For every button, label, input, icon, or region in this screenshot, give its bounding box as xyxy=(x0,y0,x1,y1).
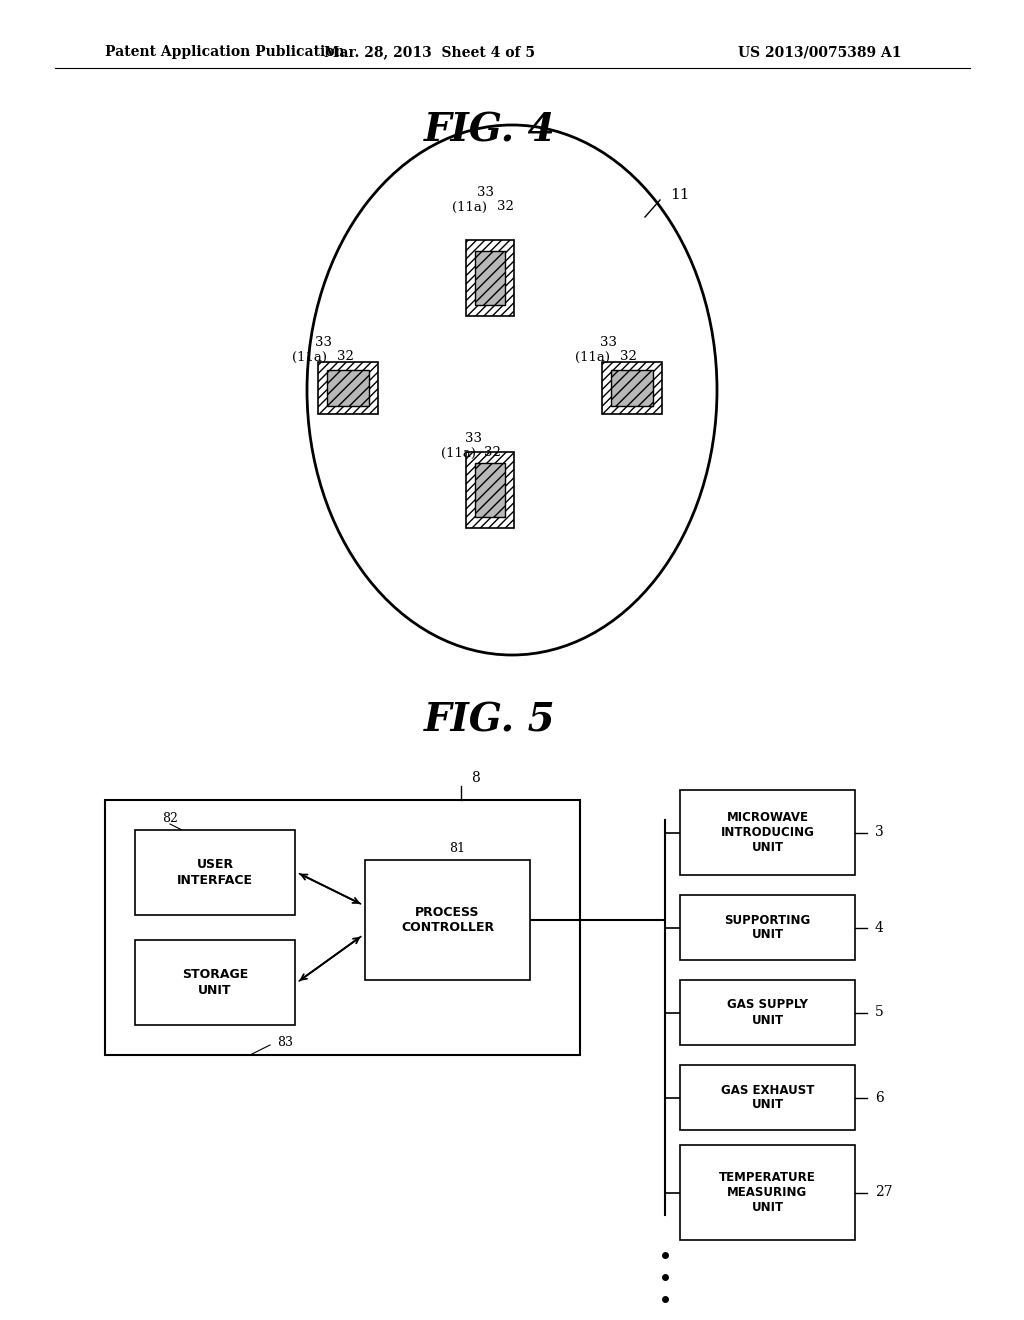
Bar xyxy=(365,861,530,979)
Bar xyxy=(327,370,369,407)
Text: USER
INTERFACE: USER INTERFACE xyxy=(177,858,253,887)
Text: 83: 83 xyxy=(278,1036,293,1049)
Bar xyxy=(475,251,505,305)
Text: 33: 33 xyxy=(600,335,617,348)
Bar xyxy=(611,370,653,407)
Text: 27: 27 xyxy=(874,1185,893,1200)
Text: STORAGE
UNIT: STORAGE UNIT xyxy=(182,969,248,997)
Text: (11a): (11a) xyxy=(575,351,610,363)
Bar xyxy=(680,1144,855,1239)
Text: FIG. 5: FIG. 5 xyxy=(424,701,556,739)
Text: 32: 32 xyxy=(497,201,514,214)
Text: US 2013/0075389 A1: US 2013/0075389 A1 xyxy=(738,45,902,59)
Bar xyxy=(327,370,369,407)
Bar xyxy=(680,1065,855,1130)
Text: 81: 81 xyxy=(450,842,466,854)
Text: 33: 33 xyxy=(315,335,332,348)
Bar xyxy=(475,463,505,517)
Text: 82: 82 xyxy=(162,812,178,825)
Bar xyxy=(611,370,653,407)
Bar xyxy=(680,789,855,875)
Text: 3: 3 xyxy=(874,825,884,840)
Text: (11a): (11a) xyxy=(292,351,327,363)
Text: Patent Application Publication: Patent Application Publication xyxy=(105,45,345,59)
Text: GAS SUPPLY
UNIT: GAS SUPPLY UNIT xyxy=(727,998,808,1027)
Bar xyxy=(466,240,514,315)
Text: 32: 32 xyxy=(620,351,637,363)
Text: 4: 4 xyxy=(874,920,884,935)
Text: GAS EXHAUST
UNIT: GAS EXHAUST UNIT xyxy=(721,1084,814,1111)
Bar xyxy=(602,362,662,414)
Bar xyxy=(135,830,295,915)
Bar xyxy=(475,251,505,305)
Text: 8: 8 xyxy=(471,771,480,785)
Text: 11: 11 xyxy=(670,187,689,202)
Bar xyxy=(135,940,295,1026)
Text: 32: 32 xyxy=(484,446,501,459)
Text: (11a): (11a) xyxy=(441,446,476,459)
Text: Mar. 28, 2013  Sheet 4 of 5: Mar. 28, 2013 Sheet 4 of 5 xyxy=(325,45,536,59)
Text: 33: 33 xyxy=(465,432,482,445)
Text: (11a): (11a) xyxy=(452,201,487,214)
Text: 5: 5 xyxy=(874,1006,884,1019)
Text: FIG. 4: FIG. 4 xyxy=(424,111,556,149)
Bar xyxy=(680,979,855,1045)
Bar xyxy=(680,895,855,960)
Bar xyxy=(105,800,580,1055)
Text: PROCESS
CONTROLLER: PROCESS CONTROLLER xyxy=(401,906,494,935)
Bar xyxy=(318,362,378,414)
Text: 6: 6 xyxy=(874,1090,884,1105)
Bar xyxy=(466,451,514,528)
Bar xyxy=(475,463,505,517)
Text: 32: 32 xyxy=(337,351,354,363)
Text: SUPPORTING
UNIT: SUPPORTING UNIT xyxy=(724,913,811,941)
Text: MICROWAVE
INTRODUCING
UNIT: MICROWAVE INTRODUCING UNIT xyxy=(721,810,814,854)
Text: 33: 33 xyxy=(477,186,494,198)
Text: TEMPERATURE
MEASURING
UNIT: TEMPERATURE MEASURING UNIT xyxy=(719,1171,816,1214)
